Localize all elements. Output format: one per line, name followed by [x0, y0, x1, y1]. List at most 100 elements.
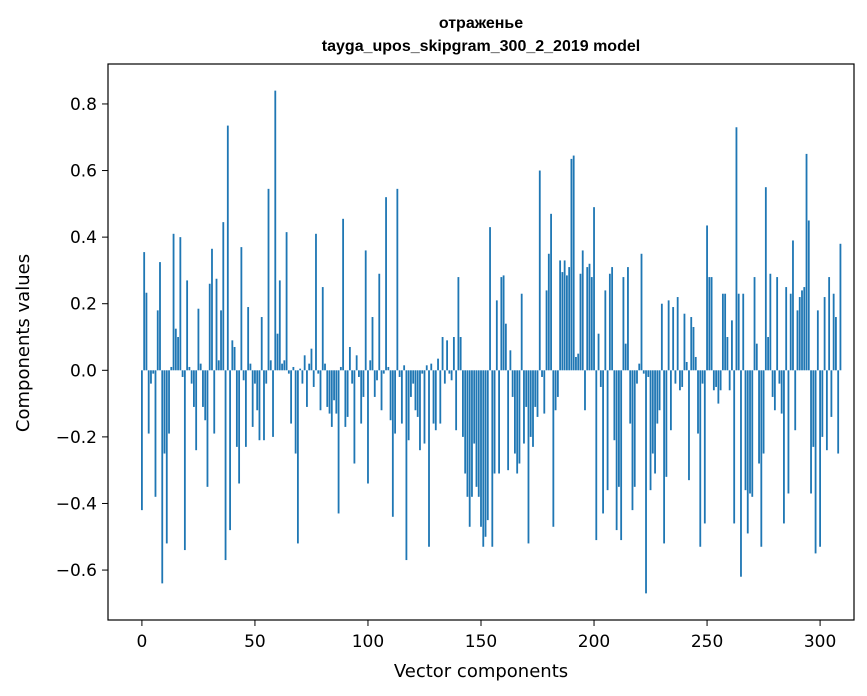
bar-component-106	[381, 370, 383, 410]
bar-component-168	[521, 294, 523, 371]
bar-component-15	[175, 329, 177, 371]
bar-component-267	[745, 370, 747, 490]
bar-component-91	[347, 370, 349, 417]
bar-component-142	[462, 370, 464, 437]
bar-component-158	[498, 370, 500, 473]
bar-component-195	[582, 250, 584, 370]
bar-component-253	[713, 370, 715, 390]
bar-component-279	[772, 370, 774, 397]
bar-component-151	[482, 370, 484, 546]
bar-component-241	[686, 362, 688, 370]
bar-component-205	[604, 290, 606, 370]
bar-component-135	[446, 340, 448, 370]
bar-component-28	[204, 370, 206, 420]
bar-component-173	[532, 370, 534, 447]
bar-component-228	[656, 370, 658, 423]
bar-component-4	[150, 370, 152, 383]
bar-component-255	[717, 370, 719, 403]
bar-component-304	[828, 277, 830, 370]
bar-component-176	[539, 171, 541, 371]
bar-component-67	[292, 367, 294, 370]
bar-component-280	[774, 370, 776, 410]
bar-component-160	[503, 275, 505, 370]
bar-component-294	[806, 154, 808, 370]
bar-component-184	[557, 370, 559, 397]
bar-component-32	[213, 370, 215, 433]
bar-component-0	[141, 370, 143, 510]
bar-component-125	[424, 370, 426, 443]
bar-component-308	[837, 370, 839, 453]
bar-component-31	[211, 249, 213, 371]
bar-component-138	[453, 337, 455, 370]
bar-component-197	[586, 267, 588, 370]
bar-component-236	[675, 370, 677, 383]
bar-component-165	[514, 370, 516, 453]
bar-component-307	[835, 317, 837, 370]
bar-component-131	[437, 359, 439, 371]
bar-component-179	[546, 290, 548, 370]
bar-component-19	[184, 370, 186, 550]
x-tick-label: 150	[465, 632, 497, 652]
bar-component-68	[295, 370, 297, 453]
bar-component-270	[751, 370, 753, 497]
bar-component-112	[394, 370, 396, 433]
bar-component-292	[801, 290, 803, 370]
bar-component-87	[338, 370, 340, 513]
bar-component-45	[243, 370, 245, 380]
bar-component-97	[360, 370, 362, 423]
bar-component-277	[767, 337, 769, 370]
bar-component-282	[779, 370, 781, 383]
bar-component-246	[697, 370, 699, 433]
bar-component-12	[168, 370, 170, 433]
bar-component-161	[505, 324, 507, 371]
bar-component-266	[742, 294, 744, 371]
bar-component-109	[387, 367, 389, 370]
bar-component-201	[595, 370, 597, 540]
bar-component-20	[186, 280, 188, 370]
bar-component-193	[577, 354, 579, 371]
bar-component-232	[665, 370, 667, 477]
bar-component-10	[164, 370, 166, 453]
bar-component-243	[690, 317, 692, 370]
bar-component-222	[643, 370, 645, 373]
bar-component-2	[146, 293, 148, 371]
bar-component-104	[376, 370, 378, 380]
bar-component-18	[182, 370, 184, 377]
bar-component-297	[812, 370, 814, 447]
bar-component-284	[783, 370, 785, 523]
bar-component-217	[632, 370, 634, 510]
bar-component-163	[509, 350, 511, 370]
y-tick-label: −0.2	[56, 428, 97, 448]
bar-component-202	[598, 334, 600, 371]
bar-component-244	[693, 327, 695, 370]
bar-component-35	[220, 310, 222, 370]
bar-component-169	[523, 370, 525, 443]
bar-component-245	[695, 357, 697, 370]
bar-component-145	[469, 370, 471, 526]
bar-component-274	[760, 370, 762, 546]
bar-component-154	[489, 227, 491, 370]
bar-component-148	[476, 370, 478, 487]
bar-component-110	[390, 370, 392, 420]
y-tick-label: 0.6	[70, 162, 97, 182]
bar-component-306	[833, 294, 835, 371]
bar-component-43	[238, 370, 240, 483]
bar-component-123	[419, 370, 421, 450]
bar-component-122	[417, 370, 419, 417]
bar-component-150	[480, 370, 482, 526]
bar-component-5	[152, 370, 154, 373]
bar-component-121	[415, 370, 417, 410]
x-tick-label: 200	[578, 632, 610, 652]
bar-component-295	[808, 220, 810, 370]
bar-component-269	[749, 370, 751, 493]
bar-component-108	[385, 197, 387, 370]
bar-component-249	[704, 370, 706, 523]
bar-component-132	[439, 370, 441, 423]
bar-component-278	[769, 274, 771, 371]
bar-component-290	[797, 310, 799, 370]
bar-component-42	[236, 370, 238, 447]
bar-component-3	[148, 370, 150, 433]
bar-component-234	[670, 370, 672, 430]
bar-component-141	[460, 337, 462, 370]
bar-component-92	[349, 347, 351, 370]
